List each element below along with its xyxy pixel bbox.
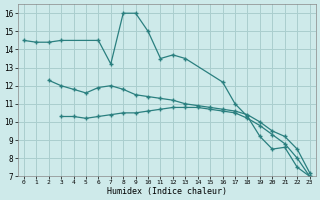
X-axis label: Humidex (Indice chaleur): Humidex (Indice chaleur): [107, 187, 227, 196]
